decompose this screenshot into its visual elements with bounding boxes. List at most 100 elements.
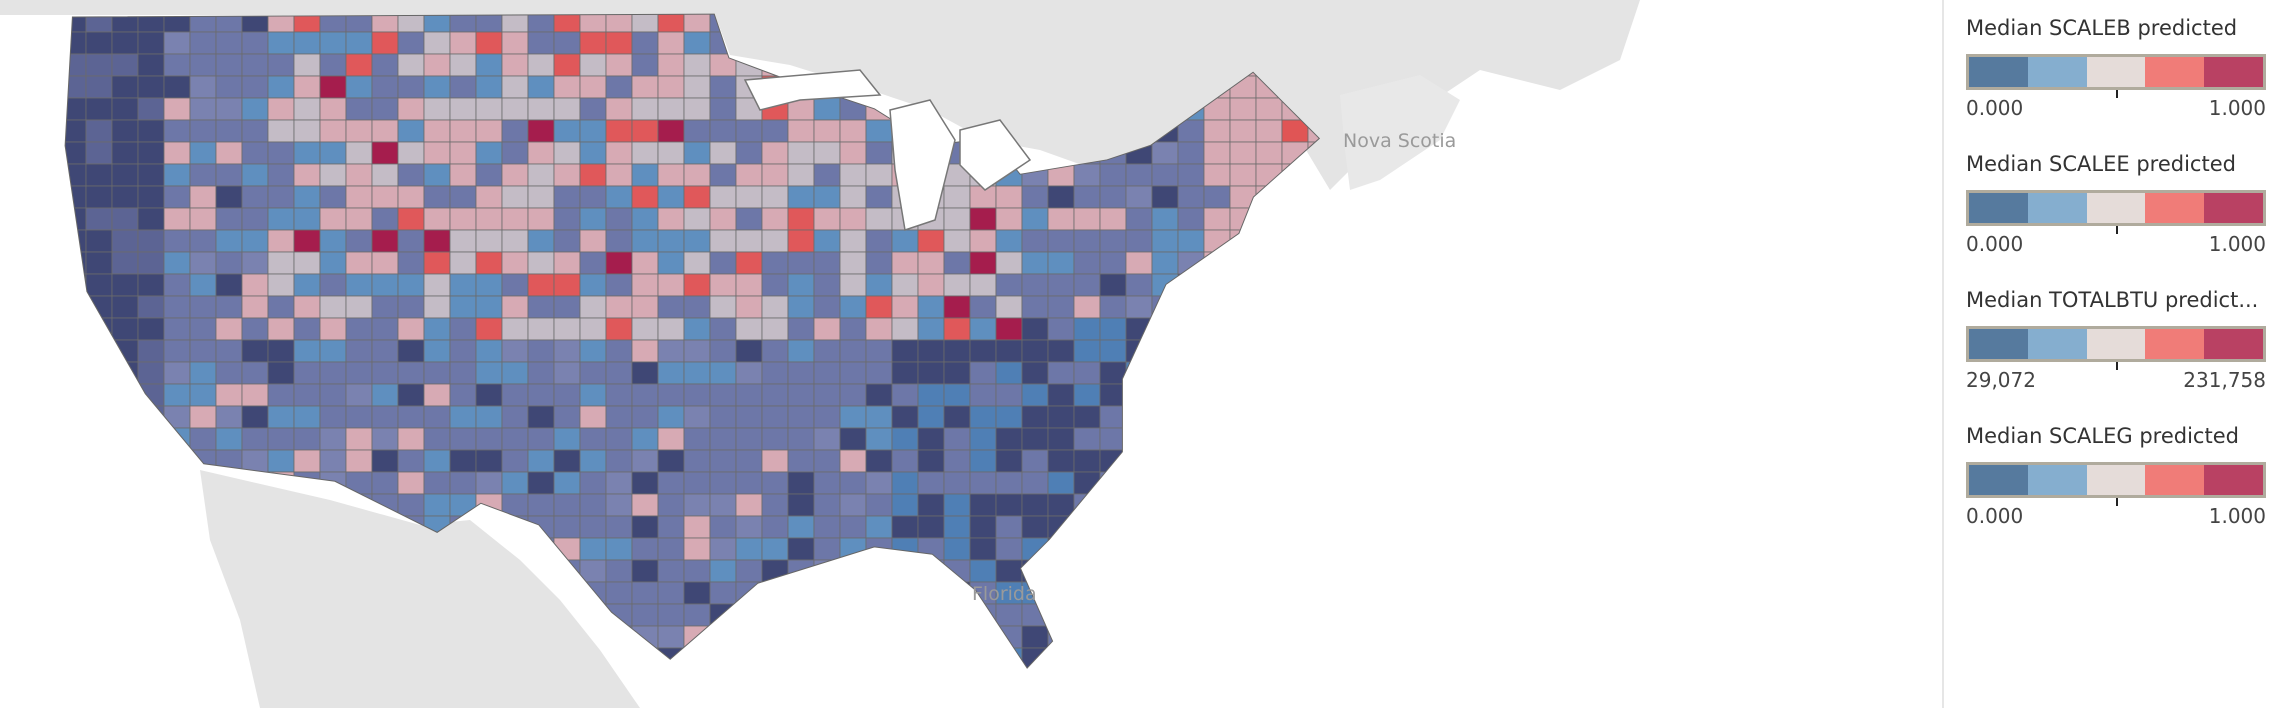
county-shape[interactable] xyxy=(787,449,815,473)
county-shape[interactable] xyxy=(839,295,867,319)
county-shape[interactable] xyxy=(423,317,451,341)
county-shape[interactable] xyxy=(345,339,373,363)
county-shape[interactable] xyxy=(995,449,1023,473)
county-shape[interactable] xyxy=(1099,251,1127,275)
county-shape[interactable] xyxy=(709,449,737,473)
county-shape[interactable] xyxy=(1203,207,1231,231)
county-shape[interactable] xyxy=(969,229,997,253)
county-shape[interactable] xyxy=(579,119,607,143)
county-shape[interactable] xyxy=(1021,405,1049,429)
county-shape[interactable] xyxy=(475,427,503,451)
county-shape[interactable] xyxy=(709,295,737,319)
county-shape[interactable] xyxy=(1073,229,1101,253)
county-shape[interactable] xyxy=(969,317,997,341)
county-shape[interactable] xyxy=(85,273,113,297)
county-shape[interactable] xyxy=(137,339,165,363)
county-shape[interactable] xyxy=(579,295,607,319)
county-shape[interactable] xyxy=(397,339,425,363)
county-shape[interactable] xyxy=(1047,361,1075,385)
county-shape[interactable] xyxy=(1125,207,1153,231)
county-shape[interactable] xyxy=(137,31,165,55)
county-shape[interactable] xyxy=(605,471,633,495)
county-shape[interactable] xyxy=(943,361,971,385)
county-shape[interactable] xyxy=(111,163,139,187)
county-shape[interactable] xyxy=(319,339,347,363)
county-shape[interactable] xyxy=(371,97,399,121)
county-shape[interactable] xyxy=(397,427,425,451)
county-shape[interactable] xyxy=(813,383,841,407)
county-shape[interactable] xyxy=(111,97,139,121)
county-shape[interactable] xyxy=(813,405,841,429)
county-shape[interactable] xyxy=(891,229,919,253)
county-shape[interactable] xyxy=(163,251,191,275)
county-shape[interactable] xyxy=(527,273,555,297)
county-shape[interactable] xyxy=(189,207,217,231)
county-shape[interactable] xyxy=(735,427,763,451)
county-shape[interactable] xyxy=(553,295,581,319)
county-shape[interactable] xyxy=(579,229,607,253)
county-shape[interactable] xyxy=(1047,229,1075,253)
county-shape[interactable] xyxy=(605,185,633,209)
county-shape[interactable] xyxy=(527,229,555,253)
county-shape[interactable] xyxy=(579,383,607,407)
county-shape[interactable] xyxy=(865,515,893,539)
county-shape[interactable] xyxy=(189,405,217,429)
county-shape[interactable] xyxy=(605,31,633,55)
county-shape[interactable] xyxy=(657,97,685,121)
county-shape[interactable] xyxy=(995,273,1023,297)
county-shape[interactable] xyxy=(267,251,295,275)
county-shape[interactable] xyxy=(215,361,243,385)
county-shape[interactable] xyxy=(917,273,945,297)
county-shape[interactable] xyxy=(1125,273,1153,297)
county-shape[interactable] xyxy=(1125,185,1153,209)
county-shape[interactable] xyxy=(1151,251,1179,275)
county-shape[interactable] xyxy=(423,427,451,451)
county-shape[interactable] xyxy=(813,163,841,187)
county-shape[interactable] xyxy=(1099,207,1127,231)
county-shape[interactable] xyxy=(371,383,399,407)
county-shape[interactable] xyxy=(943,427,971,451)
county-shape[interactable] xyxy=(761,251,789,275)
county-shape[interactable] xyxy=(631,537,659,561)
county-shape[interactable] xyxy=(969,405,997,429)
county-shape[interactable] xyxy=(189,339,217,363)
county-shape[interactable] xyxy=(293,295,321,319)
county-shape[interactable] xyxy=(1047,251,1075,275)
county-shape[interactable] xyxy=(865,427,893,451)
county-shape[interactable] xyxy=(475,185,503,209)
county-shape[interactable] xyxy=(709,163,737,187)
county-shape[interactable] xyxy=(683,75,711,99)
county-shape[interactable] xyxy=(735,449,763,473)
county-shape[interactable] xyxy=(527,471,555,495)
county-shape[interactable] xyxy=(969,185,997,209)
county-shape[interactable] xyxy=(735,317,763,341)
county-shape[interactable] xyxy=(865,163,893,187)
county-shape[interactable] xyxy=(917,493,945,517)
county-shape[interactable] xyxy=(371,405,399,429)
county-shape[interactable] xyxy=(735,559,763,583)
county-shape[interactable] xyxy=(709,229,737,253)
county-shape[interactable] xyxy=(735,295,763,319)
county-shape[interactable] xyxy=(267,427,295,451)
county-shape[interactable] xyxy=(215,339,243,363)
county-shape[interactable] xyxy=(735,141,763,165)
county-shape[interactable] xyxy=(917,229,945,253)
county-shape[interactable] xyxy=(1099,163,1127,187)
county-shape[interactable] xyxy=(553,53,581,77)
county-shape[interactable] xyxy=(683,53,711,77)
county-shape[interactable] xyxy=(475,471,503,495)
county-shape[interactable] xyxy=(995,559,1023,583)
county-shape[interactable] xyxy=(215,383,243,407)
county-shape[interactable] xyxy=(839,515,867,539)
county-shape[interactable] xyxy=(813,449,841,473)
county-shape[interactable] xyxy=(293,141,321,165)
county-shape[interactable] xyxy=(631,119,659,143)
county-shape[interactable] xyxy=(267,383,295,407)
county-shape[interactable] xyxy=(1021,471,1049,495)
county-shape[interactable] xyxy=(475,251,503,275)
county-shape[interactable] xyxy=(657,405,685,429)
county-shape[interactable] xyxy=(631,581,659,605)
county-shape[interactable] xyxy=(1047,273,1075,297)
county-shape[interactable] xyxy=(865,229,893,253)
county-shape[interactable] xyxy=(1021,317,1049,341)
